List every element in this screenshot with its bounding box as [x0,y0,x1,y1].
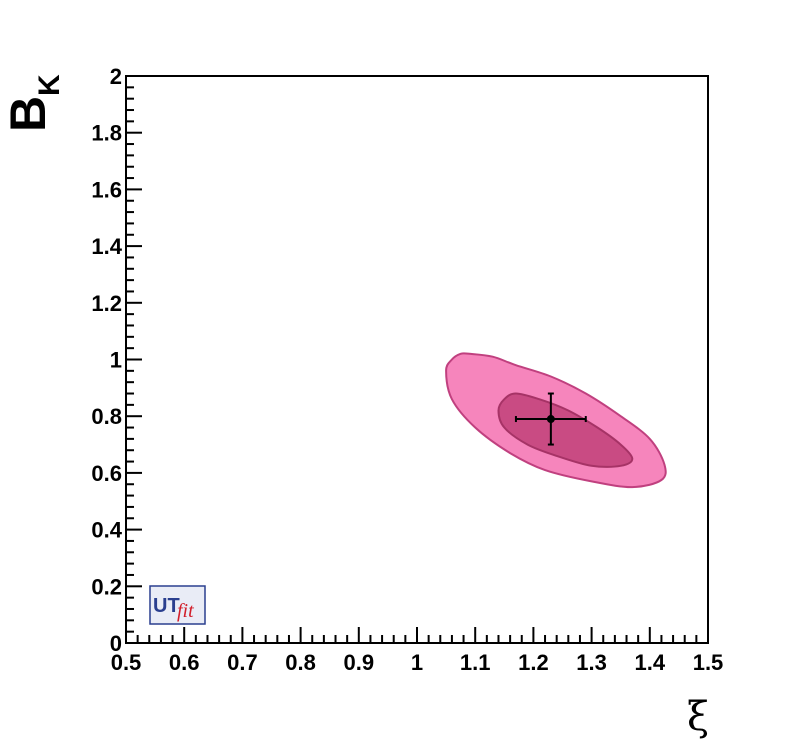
utfit-logo-ut: UT [153,595,180,617]
x-tick-labels: 0.5 0.6 0.7 0.8 0.9 1 1.1 1.2 1.3 1.4 1.5 [111,650,724,675]
x-tick-label: 0.6 [169,650,200,675]
utfit-logo-fit: fit [177,600,194,622]
x-tick-label: 1 [411,650,423,675]
y-axis-label-main: B [0,96,56,132]
x-tick-label: 0.8 [285,650,316,675]
x-axis-label: ξ [687,694,709,740]
y-tick-label: 0.6 [91,461,122,486]
axis-ticks [125,75,709,644]
utfit-logo-box [149,585,206,625]
y-tick-label: 0.8 [91,404,122,429]
x-tick-label: 1.4 [635,650,666,675]
x-tick-label: 1.1 [460,650,491,675]
y-tick-label: 1.6 [91,177,122,202]
utfit-logo: UT fit [149,585,206,625]
plot-frame [125,75,709,644]
y-axis-label: B K [0,74,66,132]
y-tick-labels: 0 0.2 0.4 0.6 0.8 1 1.2 1.4 1.6 1.8 2 [91,64,122,656]
data-point [546,415,555,424]
measurement-points [514,392,587,446]
y-tick-label: 1 [110,348,122,373]
x-tick-label: 1.2 [518,650,549,675]
x-tick-label: 1.5 [693,650,724,675]
x-tick-label: 0.7 [227,650,258,675]
y-tick-label: 2 [110,64,122,89]
y-tick-label: 1.8 [91,121,122,146]
contour-regions [445,352,667,489]
y-tick-label: 1.4 [91,234,122,259]
y-tick-label: 1.2 [91,291,122,316]
y-axis-label-subscript: K [33,74,66,96]
y-tick-label: 0.2 [91,574,122,599]
y-tick-label: 0.4 [91,518,122,543]
x-tick-label: 1.3 [576,650,607,675]
x-tick-label: 0.5 [111,650,142,675]
y-tick-label: 0 [110,631,122,656]
x-tick-label: 0.9 [344,650,375,675]
contour-region-inner [497,392,634,468]
